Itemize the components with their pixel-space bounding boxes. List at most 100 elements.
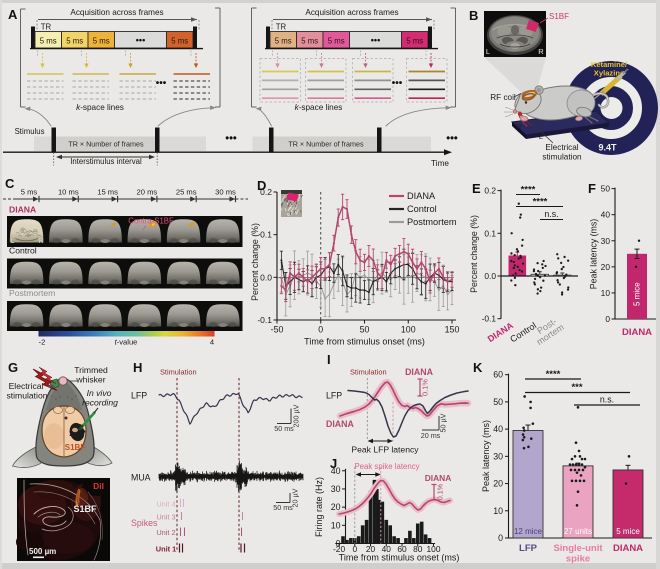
svg-text:C: C xyxy=(5,176,15,191)
svg-text:Unit 4: Unit 4 xyxy=(156,500,175,509)
svg-text:100: 100 xyxy=(401,325,416,335)
svg-text:0.1%: 0.1% xyxy=(436,483,445,500)
svg-text:L: L xyxy=(11,238,15,245)
svg-text:-50: -50 xyxy=(271,325,284,335)
svg-text:5 mice: 5 mice xyxy=(633,282,642,306)
svg-text:50: 50 xyxy=(360,325,370,335)
svg-text:Acquisition across frames: Acquisition across frames xyxy=(305,8,398,17)
svg-text:t-value: t-value xyxy=(115,338,138,347)
svg-text:•••: ••• xyxy=(446,133,458,145)
svg-text:recording: recording xyxy=(82,398,118,408)
svg-text:Peak spike latency: Peak spike latency xyxy=(354,462,419,471)
svg-text:TR: TR xyxy=(276,23,287,32)
svg-text:150: 150 xyxy=(445,325,460,335)
svg-text:12 mice: 12 mice xyxy=(514,527,543,536)
svg-text:MUA: MUA xyxy=(131,473,151,483)
svg-text:****: **** xyxy=(521,185,536,196)
svg-text:50: 50 xyxy=(601,184,611,194)
svg-text:B: B xyxy=(469,8,478,23)
svg-text:5 ms: 5 ms xyxy=(93,36,110,45)
svg-text:TR: TR xyxy=(41,23,52,32)
svg-text:5 ms: 5 ms xyxy=(301,36,318,45)
svg-text:•••: ••• xyxy=(156,78,167,89)
svg-text:20: 20 xyxy=(331,502,341,512)
svg-text:0: 0 xyxy=(336,539,341,549)
svg-text:Peak latency (ms): Peak latency (ms) xyxy=(589,219,599,289)
svg-text:Stimulus: Stimulus xyxy=(15,127,45,136)
svg-text:30: 30 xyxy=(601,236,611,246)
svg-text:0: 0 xyxy=(605,314,610,324)
svg-text:Acquisition across frames: Acquisition across frames xyxy=(70,8,163,17)
svg-text:RF coil: RF coil xyxy=(490,93,516,102)
svg-text:20 ms: 20 ms xyxy=(137,188,158,197)
svg-text:****: **** xyxy=(546,369,561,380)
svg-text:50 µV: 50 µV xyxy=(439,413,448,432)
svg-text:30 ms: 30 ms xyxy=(215,188,236,197)
svg-text:R: R xyxy=(39,238,44,245)
svg-text:Postmortem: Postmortem xyxy=(407,217,457,227)
svg-text:Spikes: Spikes xyxy=(131,518,158,528)
svg-text:50 ms: 50 ms xyxy=(273,503,293,512)
svg-text:5 ms: 5 ms xyxy=(406,36,423,45)
svg-text:S1BF: S1BF xyxy=(73,504,97,514)
svg-text:60: 60 xyxy=(493,370,503,380)
svg-text:DIANA: DIANA xyxy=(622,327,652,338)
svg-text:5 ms: 5 ms xyxy=(275,36,292,45)
svg-text:S1BF: S1BF xyxy=(549,12,569,21)
svg-text:LFP: LFP xyxy=(326,391,342,401)
svg-text:20: 20 xyxy=(366,544,376,554)
svg-text:****: **** xyxy=(533,197,548,208)
svg-text:DIANA: DIANA xyxy=(425,473,452,483)
svg-text:0.1: 0.1 xyxy=(260,230,272,240)
svg-text:Postmortem: Postmortem xyxy=(9,288,55,298)
svg-text:Time: Time xyxy=(431,159,449,168)
svg-text:DIANA: DIANA xyxy=(9,205,36,215)
svg-text:0.1: 0.1 xyxy=(484,228,496,238)
svg-text:0: 0 xyxy=(318,325,323,335)
svg-text:LFP: LFP xyxy=(131,391,147,401)
svg-text:Unit 2: Unit 2 xyxy=(156,528,175,537)
svg-text:50 ms: 50 ms xyxy=(274,424,294,433)
svg-text:40: 40 xyxy=(382,544,392,554)
svg-text:40: 40 xyxy=(331,466,341,476)
svg-text:Ketamine/: Ketamine/ xyxy=(591,60,628,69)
svg-text:50: 50 xyxy=(493,397,503,407)
svg-text:0.0: 0.0 xyxy=(260,272,272,282)
svg-text:TR × Number of frames: TR × Number of frames xyxy=(68,140,144,149)
svg-text:Stimulation: Stimulation xyxy=(350,368,387,377)
svg-text:Time from stimulus onset (ms): Time from stimulus onset (ms) xyxy=(339,553,460,563)
svg-text:n.s.: n.s. xyxy=(600,395,614,405)
svg-text:0.2: 0.2 xyxy=(260,187,272,197)
svg-text:DIANA: DIANA xyxy=(405,367,434,377)
svg-text:80: 80 xyxy=(413,544,423,554)
svg-text:0: 0 xyxy=(352,544,357,554)
svg-text:•••: ••• xyxy=(371,35,380,45)
svg-text:5 ms: 5 ms xyxy=(66,36,83,45)
svg-text:30: 30 xyxy=(493,451,503,461)
svg-text:Interstimulus interval: Interstimulus interval xyxy=(70,157,142,166)
svg-text:A: A xyxy=(8,7,18,22)
svg-text:Single-unit: Single-unit xyxy=(553,543,603,554)
svg-text:DIANA: DIANA xyxy=(407,191,436,201)
svg-text:I: I xyxy=(327,352,331,367)
svg-text:Control: Control xyxy=(9,246,37,256)
svg-text:Percent change (%): Percent change (%) xyxy=(250,223,260,301)
svg-text:Peak LFP latency: Peak LFP latency xyxy=(351,445,419,455)
svg-text:20 µV: 20 µV xyxy=(291,488,300,507)
svg-text:DIANA: DIANA xyxy=(326,419,355,429)
svg-text:spike: spike xyxy=(566,554,590,565)
svg-text:27 units: 27 units xyxy=(564,527,592,536)
svg-text:100: 100 xyxy=(427,544,441,554)
svg-text:TR × Number of frames: TR × Number of frames xyxy=(288,140,364,149)
svg-text:200 µV: 200 µV xyxy=(292,404,301,427)
svg-text:n.s.: n.s. xyxy=(544,209,558,219)
svg-text:•••: ••• xyxy=(225,133,237,145)
svg-text:Electrical: Electrical xyxy=(9,381,44,391)
svg-text:stimulation: stimulation xyxy=(6,391,47,401)
svg-text:DiI: DiI xyxy=(93,481,104,491)
svg-text:G: G xyxy=(8,360,18,375)
svg-text:H: H xyxy=(133,360,142,375)
svg-text:-20: -20 xyxy=(333,544,345,554)
svg-text:Stimulation: Stimulation xyxy=(160,368,197,377)
svg-text:Trimmed: Trimmed xyxy=(74,365,108,375)
